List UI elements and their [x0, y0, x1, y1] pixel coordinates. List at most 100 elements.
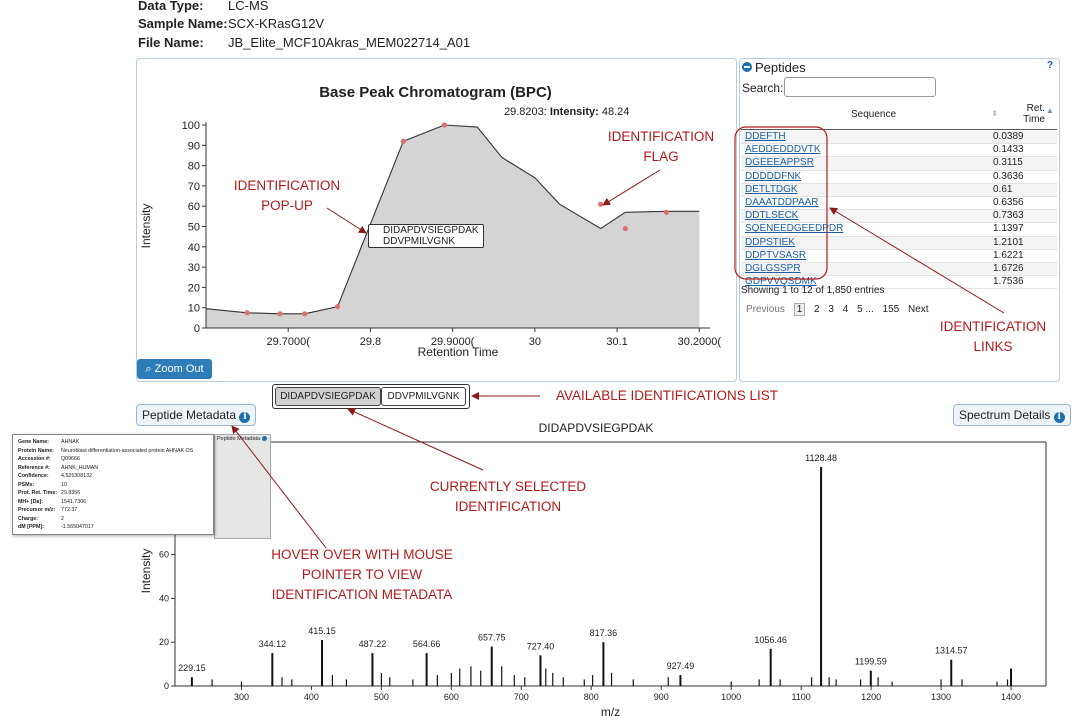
col-rt-header[interactable]: Ret. Time — [1023, 103, 1045, 125]
search-label: Search: — [742, 81, 784, 95]
identification-link[interactable]: DDPSTIEK — [745, 236, 796, 248]
metadata-value: Neuroblast differentiation-associated pr… — [61, 447, 194, 454]
identification-link[interactable]: DAAATDDPAAR — [745, 197, 819, 209]
data-type-value: LC-MS — [228, 0, 269, 13]
bpc-hover-readout: 29.8203: Intensity: 48.24 — [504, 106, 629, 118]
peptide-sequence-cell: DDEFTH — [741, 131, 989, 145]
previous-page-link[interactable]: Previous — [746, 304, 785, 315]
zoom-out-button[interactable]: ⌕ Zoom Out — [137, 359, 212, 379]
identification-link[interactable]: DDTLSECK — [745, 210, 799, 222]
metadata-row: PSMs: 10 — [16, 481, 195, 490]
identification-tab[interactable]: DDVPMILVGNK — [381, 387, 466, 406]
peptide-row: DAAATDDPAAR 0.6356 — [741, 196, 1057, 211]
spectrum-chart[interactable]: 229.15 344.12 415.15 487.22 564.66 657.75 727.… — [130, 436, 1060, 720]
identification-popup[interactable]: DIDAPDVSIEGPDAK DDVPMILVGNK — [368, 224, 484, 248]
annotation-available: AVAILABLE IDENTIFICATIONS LIST — [556, 388, 779, 403]
bpc-y-tick-label: 50 — [188, 222, 200, 234]
retention-time-cell: 0.1433 — [989, 143, 1057, 158]
collapse-icon[interactable] — [742, 62, 752, 72]
retention-time-cell: 1.2101 — [989, 236, 1057, 250]
identification-flag-marker — [244, 310, 250, 316]
peptide-sequence-cell: SQENEEDGEEDPDR — [741, 222, 989, 237]
spectrum-peak-label: 1314.57 — [935, 646, 968, 656]
page-link-155[interactable]: 155 — [882, 304, 900, 315]
annotation-popup: IDENTIFICATION POP-UP — [233, 178, 341, 213]
metadata-table: Gene Name: AHNAK Protein Name: Neuroblast d… — [16, 438, 195, 532]
metadata-value: -1.565047017 — [61, 524, 94, 530]
retention-time-cell: 1.6726 — [989, 262, 1057, 277]
peptide-row: DGEEEAPPSR 0.3115 — [741, 156, 1057, 171]
spectrum-peak-label: 415.15 — [308, 626, 336, 636]
spectrum-y-tick-label: 40 — [159, 593, 169, 603]
peptide-sequence-cell: AEDDEDDDVTK — [741, 143, 989, 158]
identification-link[interactable]: DDDDDFNK — [745, 170, 802, 182]
metadata-row: Reference #: AHNK_HUMAN — [16, 464, 195, 473]
col-sequence-header[interactable]: Sequence ⬍ — [741, 109, 1006, 120]
metadata-key: Protein Name: — [18, 447, 54, 454]
pagination: Previous 1 2 3 4 5 ... 155 Next — [746, 303, 935, 316]
identification-link[interactable]: SQENEEDGEEDPDR — [745, 223, 844, 235]
annotation-hover: HOVER OVER WITH MOUSE POINTER TO VIEW ID… — [271, 547, 453, 602]
metadata-row: Accession #: Q09666 — [16, 455, 195, 464]
identification-flag-marker — [663, 209, 670, 215]
metadata-value: AHNK_HUMAN — [61, 464, 99, 471]
spectrum-y-tick-label: 20 — [159, 637, 169, 647]
help-icon[interactable]: ? — [1047, 60, 1054, 71]
spectrum-peak-label: 344.12 — [259, 639, 287, 649]
identification-link[interactable]: DGLGSSPR — [745, 263, 801, 275]
metadata-row: Confidence: 4.525308132 — [16, 472, 195, 481]
metadata-row: Prot. Ret. Time: 29.8356 — [16, 489, 195, 498]
retention-time-cell: 0.7363 — [989, 209, 1057, 224]
bpc-line — [205, 124, 700, 315]
spectrum-peak-label: 927.49 — [667, 661, 695, 671]
page-link-1[interactable]: 1 — [793, 303, 806, 316]
peptides-title: Peptides — [755, 60, 806, 75]
bpc-y-tick-label: 20 — [188, 282, 200, 294]
spectrum-x-tick-label: 1400 — [1001, 692, 1021, 702]
peptide-sequence-cell: DDPTVSASR — [741, 249, 989, 264]
arrow-hover — [231, 425, 327, 549]
spectrum-y-axis-label: Intensity — [139, 549, 153, 594]
metadata-value: 772.37 — [61, 507, 78, 513]
spectrum-peak-label: 564.66 — [413, 639, 441, 649]
page-link-5[interactable]: 5 — [857, 304, 863, 315]
identification-link[interactable]: DETLTDGK — [745, 183, 798, 195]
hover-intensity-value: 48.24 — [601, 106, 630, 118]
identification-tab-selected[interactable]: DIDAPDVSIEGPDAK — [275, 387, 381, 406]
metadata-key: Gene Name: — [18, 439, 49, 445]
search-input[interactable] — [784, 77, 936, 97]
magnifier-icon: ⌕ — [145, 363, 152, 375]
identification-link[interactable]: DGEEEAPPSR — [745, 157, 814, 169]
data-type-label: Data Type: — [138, 0, 204, 13]
page-ellipsis: ... — [865, 304, 874, 315]
page-link-4[interactable]: 4 — [842, 304, 849, 315]
bpc-y-tick-label: 60 — [188, 201, 200, 213]
sample-name-label: Sample Name: — [138, 16, 228, 31]
peptide-sequence-cell: DDTLSECK — [741, 209, 989, 224]
popup-line-1: DIDAPDVSIEGPDAK — [383, 225, 479, 236]
arrow-links — [829, 207, 1005, 314]
bpc-y-tick-label: 40 — [188, 242, 200, 254]
spectrum-x-tick-label: 800 — [584, 692, 599, 702]
peptide-row: DDPTVSASR 1.6221 — [741, 249, 1057, 264]
hover-rt: 29.8203: — [504, 106, 547, 118]
bpc-y-tick-label: 90 — [188, 140, 200, 152]
next-page-link[interactable]: Next — [908, 304, 929, 315]
arrow-flag — [602, 169, 661, 206]
identification-link[interactable]: DDPTVSASR — [745, 249, 807, 261]
spectrum-title: DIDAPDVSIEGPDAK — [538, 421, 654, 435]
annotation-links: IDENTIFICATION LINKS — [939, 319, 1047, 354]
metadata-value: 4.525308132 — [61, 473, 92, 479]
page-link-3[interactable]: 3 — [828, 304, 834, 315]
retention-time-cell: 0.3115 — [989, 156, 1057, 171]
spectrum-x-tick-label: 1100 — [791, 692, 810, 702]
peptide-row: AEDDEDDDVTK 0.1433 — [741, 143, 1057, 158]
spectrum-x-tick-label: 700 — [514, 692, 529, 702]
identification-link[interactable]: GDPVVQSDMK — [745, 276, 817, 288]
spectrum-peak-label: 817.36 — [590, 628, 618, 638]
spectrum-details-button[interactable]: Spectrum Details i — [953, 404, 1071, 426]
identification-link[interactable]: DDEFTH — [745, 131, 786, 142]
page-link-2[interactable]: 2 — [814, 304, 820, 315]
peptide-metadata-button[interactable]: Peptide Metadata i — [136, 404, 257, 426]
identification-link[interactable]: AEDDEDDDVTK — [745, 144, 821, 156]
